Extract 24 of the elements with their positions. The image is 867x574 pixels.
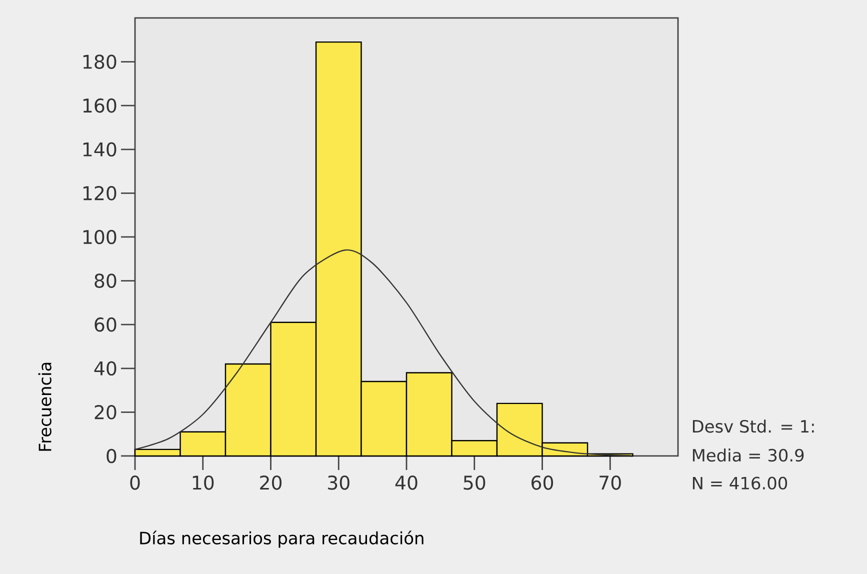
x-tick-label: 70 xyxy=(600,476,621,490)
y-tick-label: 180 xyxy=(83,54,116,69)
text: N = 416.00 xyxy=(692,476,788,490)
x-tick-label: 50 xyxy=(464,476,486,490)
x-tick-label: 20 xyxy=(260,476,282,490)
text: Desv Std. = 1: xyxy=(692,420,814,433)
y-tick-label: 80 xyxy=(94,274,116,288)
y-tick-label: 20 xyxy=(94,405,116,420)
text: Media = 30.9 xyxy=(692,448,804,462)
x-tick-label: 10 xyxy=(192,476,214,490)
x-axis-title: Días necesarios para recaudación xyxy=(140,530,424,548)
y-tick-label: 120 xyxy=(83,186,116,200)
x-tick-label: 0 xyxy=(130,476,140,490)
y-tick-label: 160 xyxy=(83,98,116,113)
y-axis-title: Frecuencia xyxy=(38,362,52,451)
y-tick-label: 0 xyxy=(106,448,116,464)
x-tick-label: 40 xyxy=(395,476,418,490)
x-tick-label: 30 xyxy=(328,476,350,490)
y-tick-label: 60 xyxy=(94,317,116,332)
y-tick-label: 100 xyxy=(83,230,116,244)
line-series xyxy=(134,250,632,456)
y-tick-label: 40 xyxy=(94,361,116,376)
x-tick-label: 60 xyxy=(532,476,554,490)
y-tick-label: 140 xyxy=(83,142,116,157)
